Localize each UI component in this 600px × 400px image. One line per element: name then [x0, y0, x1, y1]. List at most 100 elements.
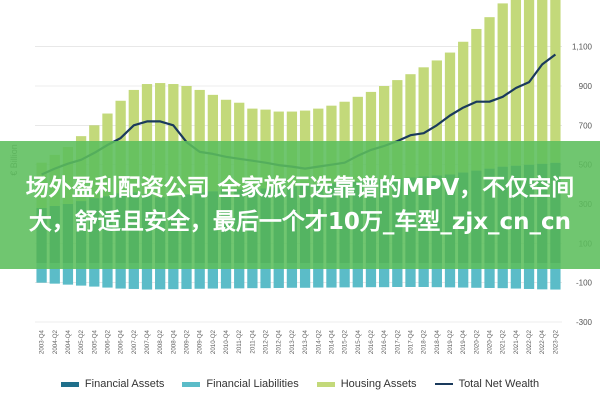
- legend-line-total-net-wealth: [434, 383, 453, 385]
- x-tick-label: 2019-Q4: [460, 329, 467, 354]
- bar-financial-liabilities: [339, 263, 350, 288]
- overlay-banner: 场外盈利配资公司 全家旅行选靠谱的MPV，不仅空间大，舒适且安全，最后一个才10…: [0, 141, 600, 269]
- legend-swatch-housing-assets: [316, 381, 335, 387]
- bar-financial-liabilities: [36, 263, 47, 283]
- x-tick-label: 2004-Q4: [65, 329, 72, 354]
- bar-financial-liabilities: [273, 263, 284, 288]
- bar-housing-assets: [155, 83, 166, 198]
- bar-financial-liabilities: [102, 263, 113, 288]
- x-tick-label: 2013-Q2: [289, 329, 296, 354]
- bar-financial-liabilities: [128, 263, 139, 289]
- legend-label-housing-assets: Housing Assets: [340, 378, 417, 390]
- legend: Financial Assets Financial Liabilities H…: [0, 372, 600, 396]
- x-tick-label: 2017-Q2: [394, 329, 401, 354]
- bar-housing-assets: [444, 52, 456, 175]
- bar-financial-liabilities: [62, 263, 74, 285]
- bar-financial-liabilities: [141, 263, 153, 290]
- x-tick-label: 2008-Q4: [170, 329, 177, 354]
- bar-housing-assets: [352, 96, 363, 182]
- x-tick-label: 2006-Q2: [104, 329, 111, 354]
- x-tick-label: 2020-Q2: [473, 329, 480, 354]
- bar-financial-liabilities: [299, 263, 311, 288]
- bar-financial-liabilities: [392, 263, 403, 287]
- legend-swatch-financial-liabilities: [182, 381, 201, 387]
- bar-housing-assets: [550, 0, 561, 163]
- x-tick-label: 2011-Q4: [249, 329, 256, 353]
- x-tick-label: 2015-Q2: [342, 329, 349, 354]
- bar-financial-liabilities: [313, 263, 324, 288]
- bar-financial-liabilities: [247, 263, 258, 289]
- x-tick-label: 2016-Q2: [368, 329, 375, 354]
- x-tick-label: 2010-Q4: [223, 329, 230, 354]
- y-tick-label: -300: [576, 318, 593, 327]
- x-tick-label: 2012-Q2: [263, 329, 270, 354]
- bar-financial-liabilities: [115, 263, 126, 289]
- x-tick-label: 2022-Q4: [539, 329, 546, 354]
- x-tick-label: 2012-Q4: [276, 329, 283, 354]
- bar-housing-assets: [365, 91, 377, 181]
- legend-label-total-net-wealth: Total Net Wealth: [458, 378, 540, 390]
- x-tick-label: 2021-Q4: [513, 329, 520, 354]
- bar-financial-liabilities: [352, 263, 363, 288]
- x-tick-label: 2010-Q2: [210, 329, 217, 354]
- bar-financial-liabilities: [168, 263, 179, 290]
- y-tick-label: 700: [579, 121, 593, 130]
- bar-financial-liabilities: [181, 263, 192, 289]
- bar-financial-liabilities: [89, 263, 100, 287]
- bar-financial-liabilities: [471, 263, 482, 288]
- x-tick-label: 2015-Q4: [355, 329, 362, 354]
- legend-swatch-financial-assets: [60, 381, 79, 387]
- bar-financial-liabilities: [431, 263, 442, 288]
- bar-financial-liabilities: [418, 263, 429, 287]
- bar-financial-liabilities: [405, 263, 416, 287]
- legend-item-financial-liabilities: Financial Liabilities: [182, 378, 299, 390]
- y-tick-label: -100: [576, 279, 593, 288]
- bar-housing-assets: [484, 17, 495, 169]
- bar-financial-liabilities: [155, 263, 166, 290]
- bar-financial-liabilities: [286, 263, 298, 288]
- legend-item-financial-assets: Financial Assets: [60, 378, 165, 390]
- x-tick-label: 2009-Q4: [197, 329, 204, 354]
- x-tick-label: 2009-Q2: [184, 329, 191, 354]
- y-tick-label: 1,100: [572, 43, 593, 52]
- y-tick-label: 900: [579, 82, 593, 91]
- bar-financial-liabilities: [523, 263, 535, 289]
- x-tick-label: 2020-Q4: [487, 329, 494, 354]
- bar-financial-liabilities: [365, 263, 377, 288]
- x-tick-label: 2022-Q2: [526, 329, 533, 354]
- overlay-headline: 场外盈利配资公司 全家旅行选靠谱的MPV，不仅空间大，舒适且安全，最后一个才10…: [25, 175, 575, 235]
- x-tick-label: 2021-Q2: [500, 329, 507, 354]
- x-tick-label: 2007-Q2: [131, 329, 138, 354]
- x-tick-label: 2018-Q2: [421, 329, 428, 354]
- legend-label-financial-assets: Financial Assets: [84, 378, 165, 390]
- bar-financial-liabilities: [260, 263, 271, 289]
- bar-financial-liabilities: [537, 263, 548, 290]
- bar-housing-assets: [537, 0, 548, 164]
- bar-financial-liabilities: [234, 263, 245, 289]
- bar-housing-assets: [510, 0, 522, 166]
- x-tick-label: 2005-Q4: [91, 329, 98, 354]
- bar-financial-liabilities: [326, 263, 337, 288]
- bar-financial-liabilities: [194, 263, 205, 289]
- x-tick-label: 2017-Q4: [407, 329, 414, 354]
- bar-housing-assets: [405, 74, 416, 178]
- bar-housing-assets: [471, 28, 482, 171]
- x-tick-label: 2019-Q2: [447, 329, 454, 354]
- bar-financial-liabilities: [207, 263, 219, 289]
- x-tick-label: 2023-Q2: [552, 329, 559, 354]
- bar-financial-liabilities: [510, 263, 522, 289]
- x-tick-label: 2013-Q4: [302, 329, 309, 354]
- legend-item-total-net-wealth: Total Net Wealth: [434, 378, 540, 390]
- bar-housing-assets: [378, 86, 390, 180]
- x-tick-label: 2004-Q2: [52, 329, 59, 354]
- x-tick-label: 2011-Q2: [236, 329, 243, 353]
- x-tick-label: 2014-Q4: [328, 329, 335, 354]
- bar-financial-liabilities: [458, 263, 469, 288]
- bar-housing-assets: [418, 67, 429, 177]
- x-tick-label: 2008-Q2: [157, 329, 164, 354]
- bar-housing-assets: [392, 80, 403, 179]
- bar-housing-assets: [497, 3, 508, 167]
- bar-financial-liabilities: [220, 263, 232, 289]
- x-tick-label: 2003-Q4: [39, 329, 46, 354]
- bar-financial-liabilities: [378, 263, 390, 288]
